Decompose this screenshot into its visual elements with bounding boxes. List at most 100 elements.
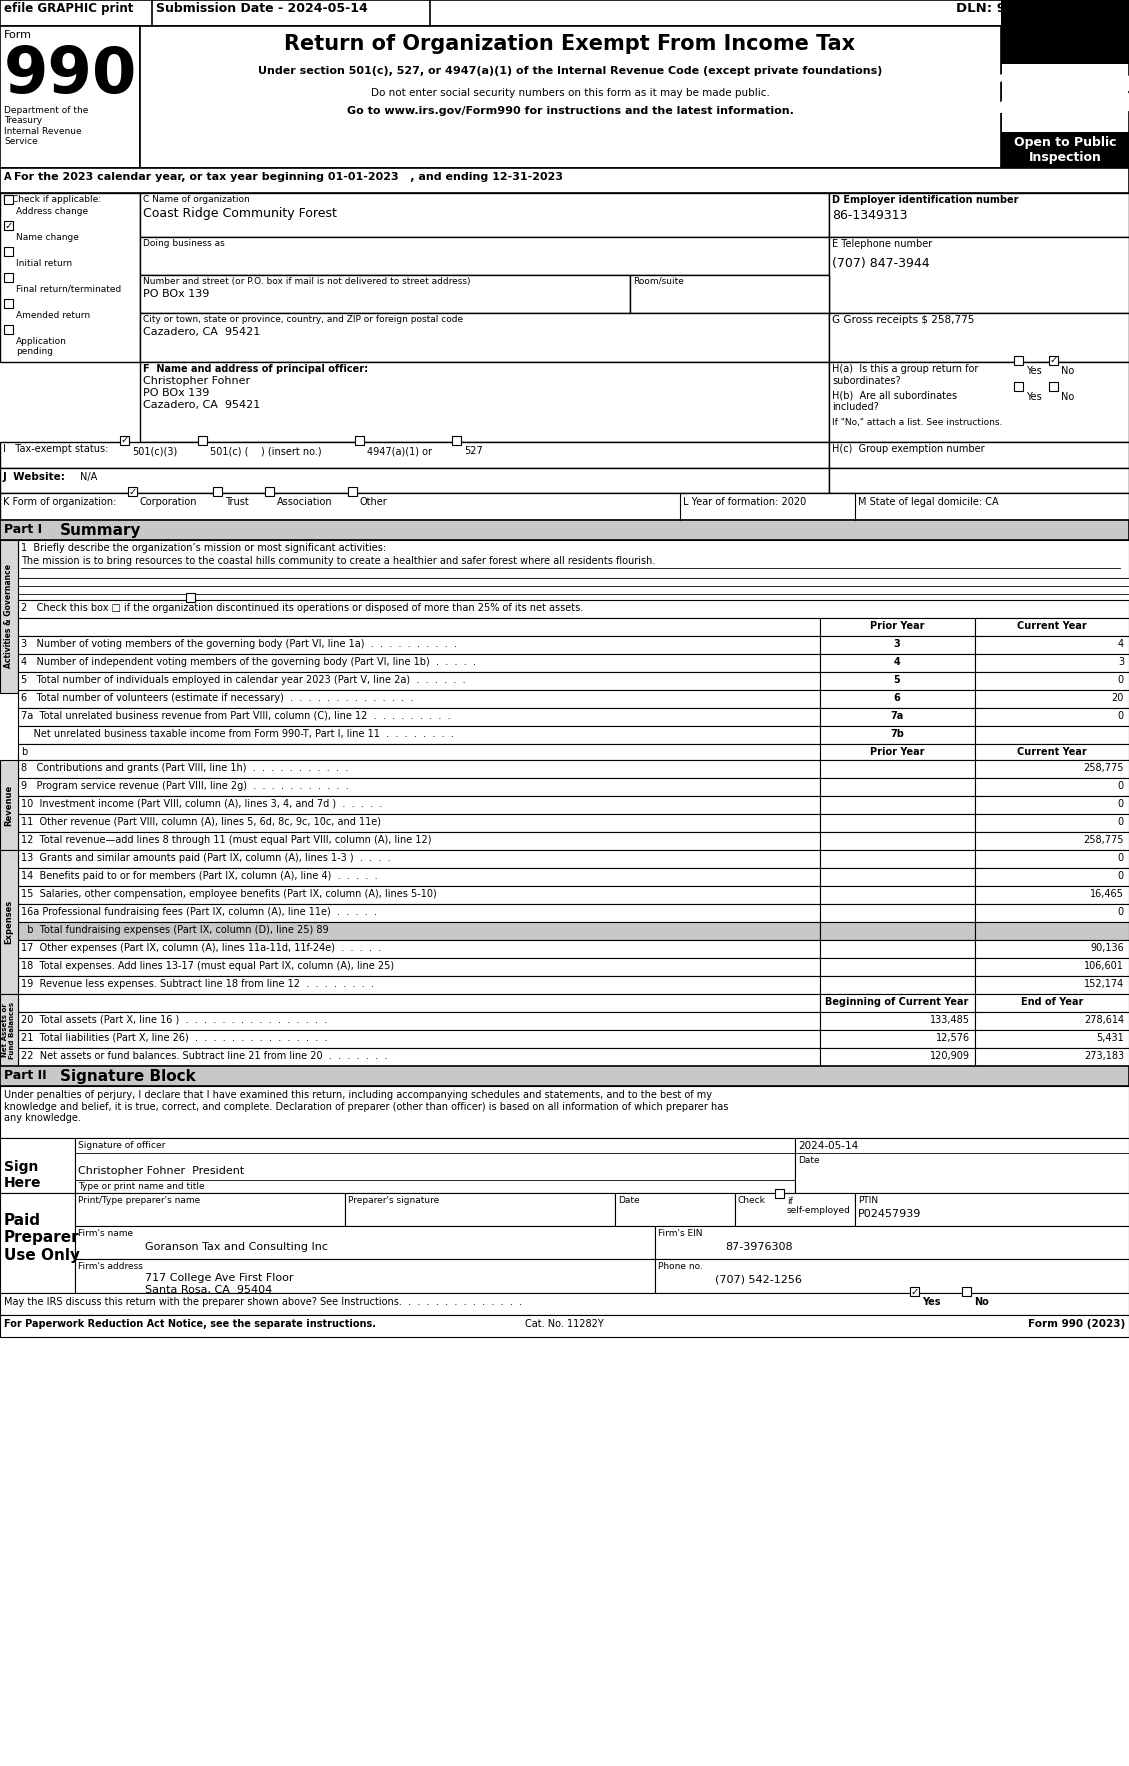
Text: H(b)  Are all subordinates: H(b) Are all subordinates xyxy=(832,390,957,401)
Bar xyxy=(820,922,975,940)
Text: Open to Public
Inspection: Open to Public Inspection xyxy=(1014,136,1117,164)
Bar xyxy=(75,1194,345,1226)
Bar xyxy=(975,957,1129,977)
Bar xyxy=(1014,381,1023,390)
Text: Check: Check xyxy=(738,1196,765,1204)
Bar xyxy=(18,1030,820,1047)
Text: 106,601: 106,601 xyxy=(1084,961,1124,971)
Bar xyxy=(18,887,820,904)
Text: Current Year: Current Year xyxy=(1017,747,1087,758)
Text: No: No xyxy=(1061,392,1075,403)
Text: Santa Rosa, CA  95404: Santa Rosa, CA 95404 xyxy=(145,1286,272,1294)
Text: No: No xyxy=(1061,366,1075,376)
Bar xyxy=(265,487,274,496)
Text: G Gross receipts $ 258,775: G Gross receipts $ 258,775 xyxy=(832,314,974,325)
Bar xyxy=(18,653,820,673)
Text: Name change: Name change xyxy=(16,233,79,242)
Text: Firm's address: Firm's address xyxy=(78,1263,143,1272)
Bar xyxy=(18,796,820,814)
Bar xyxy=(975,653,1129,673)
Bar xyxy=(0,1086,1129,1137)
Text: 20  Total assets (Part X, line 16 )  .  .  .  .  .  .  .  .  .  .  .  .  .  .  .: 20 Total assets (Part X, line 16 ) . . .… xyxy=(21,1015,327,1024)
Bar xyxy=(1014,357,1023,366)
Bar xyxy=(975,849,1129,869)
Text: C Name of organization: C Name of organization xyxy=(143,194,250,205)
Bar xyxy=(820,759,975,779)
Bar xyxy=(18,636,820,653)
Bar xyxy=(829,362,1129,442)
Text: D Employer identification number: D Employer identification number xyxy=(832,194,1018,205)
Text: Association: Association xyxy=(277,496,333,507)
Text: 278,614: 278,614 xyxy=(1084,1015,1124,1024)
Text: Net Assets or
Fund Balances: Net Assets or Fund Balances xyxy=(2,1001,16,1058)
Bar xyxy=(829,237,1129,313)
Text: Number and street (or P.O. box if mail is not delivered to street address): Number and street (or P.O. box if mail i… xyxy=(143,277,471,286)
Text: 273,183: 273,183 xyxy=(1084,1051,1124,1061)
Bar xyxy=(0,0,1129,26)
Bar xyxy=(910,1287,919,1296)
Text: Form 990 (2023): Form 990 (2023) xyxy=(1027,1319,1124,1330)
Text: 8   Contributions and grants (Part VIII, line 1h)  .  .  .  .  .  .  .  .  .  . : 8 Contributions and grants (Part VIII, l… xyxy=(21,763,348,774)
Bar xyxy=(820,957,975,977)
Bar xyxy=(0,1067,1129,1086)
Bar xyxy=(75,1259,655,1293)
Text: 5: 5 xyxy=(894,675,900,685)
Bar xyxy=(0,1137,75,1194)
Text: H(c)  Group exemption number: H(c) Group exemption number xyxy=(832,443,984,454)
Bar xyxy=(820,977,975,994)
Bar xyxy=(0,759,18,849)
Text: 0: 0 xyxy=(1118,871,1124,881)
Text: 4   Number of independent voting members of the governing body (Part VI, line 1b: 4 Number of independent voting members o… xyxy=(21,657,476,668)
Bar xyxy=(975,636,1129,653)
Text: self-employed: self-employed xyxy=(787,1206,851,1215)
Bar xyxy=(975,1047,1129,1067)
Bar xyxy=(975,977,1129,994)
Text: 17  Other expenses (Part IX, column (A), lines 11a-11d, 11f-24e)  .  .  .  .  .: 17 Other expenses (Part IX, column (A), … xyxy=(21,943,382,954)
Text: Doing business as: Doing business as xyxy=(143,238,225,247)
Text: 13  Grants and similar amounts paid (Part IX, column (A), lines 1-3 )  .  .  .  : 13 Grants and similar amounts paid (Part… xyxy=(21,853,391,864)
Text: ✓: ✓ xyxy=(910,1286,919,1296)
Bar xyxy=(820,726,975,743)
Bar xyxy=(5,325,14,334)
Text: 90,136: 90,136 xyxy=(1091,943,1124,954)
Bar xyxy=(795,1137,1129,1194)
Text: 2023: 2023 xyxy=(991,72,1129,124)
Bar xyxy=(18,922,820,940)
Text: 87-3976308: 87-3976308 xyxy=(725,1241,793,1252)
Text: 21  Total liabilities (Part X, line 26)  .  .  .  .  .  .  .  .  .  .  .  .  .  : 21 Total liabilities (Part X, line 26) .… xyxy=(21,1033,327,1044)
Bar xyxy=(820,814,975,832)
Bar xyxy=(355,436,364,445)
Bar xyxy=(820,1012,975,1030)
Text: Signature of officer: Signature of officer xyxy=(78,1141,165,1150)
Bar xyxy=(5,194,14,205)
Text: 16a Professional fundraising fees (Part IX, column (A), line 11e)  .  .  .  .  .: 16a Professional fundraising fees (Part … xyxy=(21,908,377,917)
Text: DLN: 93493135126924: DLN: 93493135126924 xyxy=(956,2,1124,14)
Text: E Telephone number: E Telephone number xyxy=(832,238,933,249)
Text: The mission is to bring resources to the coastal hills community to create a hea: The mission is to bring resources to the… xyxy=(21,556,655,565)
Text: Under section 501(c), 527, or 4947(a)(1) of the Internal Revenue Code (except pr: Under section 501(c), 527, or 4947(a)(1)… xyxy=(257,65,882,76)
Bar xyxy=(5,221,14,230)
Text: Christopher Fohner  President: Christopher Fohner President xyxy=(78,1166,244,1176)
Bar xyxy=(120,436,129,445)
Text: 0: 0 xyxy=(1118,781,1124,791)
Bar xyxy=(18,586,1129,593)
Text: 527: 527 xyxy=(464,447,483,456)
Text: PO BOx 139: PO BOx 139 xyxy=(143,290,209,298)
Text: (707) 542-1256: (707) 542-1256 xyxy=(715,1275,802,1286)
Text: No: No xyxy=(974,1296,989,1307)
Text: Address change: Address change xyxy=(16,207,88,215)
Bar xyxy=(348,487,357,496)
Bar xyxy=(820,673,975,691)
Text: Form: Form xyxy=(5,30,32,41)
Text: Cazadero, CA  95421: Cazadero, CA 95421 xyxy=(143,401,261,410)
Text: 0: 0 xyxy=(1118,818,1124,826)
Bar xyxy=(18,832,820,849)
Text: if: if xyxy=(787,1197,793,1206)
Text: H(a)  Is this a group return for: H(a) Is this a group return for xyxy=(832,364,979,374)
Bar xyxy=(0,849,18,994)
Bar xyxy=(820,691,975,708)
Bar xyxy=(655,1259,1129,1293)
Text: 717 College Ave First Floor: 717 College Ave First Floor xyxy=(145,1273,294,1284)
Bar xyxy=(975,887,1129,904)
Text: B Check if applicable:: B Check if applicable: xyxy=(3,194,102,205)
